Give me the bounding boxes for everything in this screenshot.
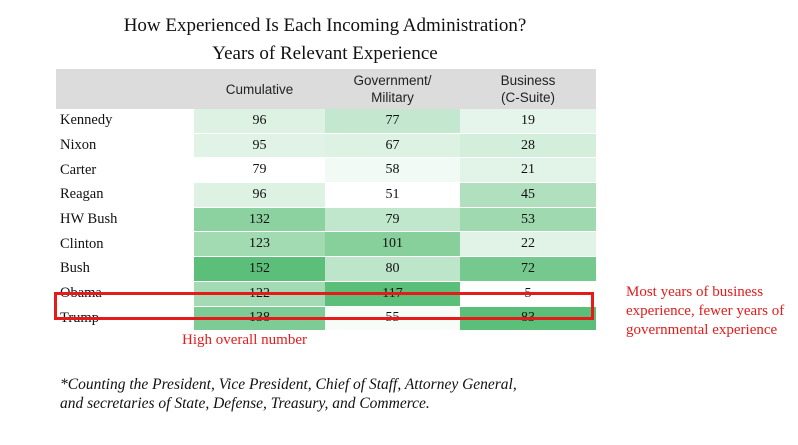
footnote: *Counting the President, Vice President,… — [60, 376, 580, 413]
business-cell: 53 — [460, 207, 596, 232]
government-cell: 58 — [325, 158, 460, 183]
table-row: Clinton 123 101 22 — [56, 232, 596, 258]
government-cell: 67 — [325, 133, 460, 158]
government-cell: 79 — [325, 207, 460, 232]
table-row: Carter 79 58 21 — [56, 158, 596, 184]
header-cumulative: Cumulative — [225, 81, 294, 97]
row-name: Reagan — [60, 186, 104, 203]
government-cell: 80 — [325, 257, 460, 281]
cumulative-cell: 79 — [194, 158, 325, 183]
cumulative-cell: 95 — [194, 133, 325, 158]
experience-table: Cumulative Government/Military Business(… — [56, 69, 596, 332]
annotation-high-overall: High overall number — [182, 332, 307, 348]
business-cell: 28 — [460, 133, 596, 158]
government-cell: 51 — [325, 183, 460, 207]
chart-title-line2: Years of Relevant Experience — [212, 43, 438, 64]
annotation-business-experience: Most years of business experience, fewer… — [626, 284, 785, 338]
table-row: Bush 152 80 72 — [56, 257, 596, 282]
government-cell: 77 — [325, 109, 460, 133]
business-cell: 45 — [460, 183, 596, 207]
trump-row-highlight — [54, 292, 594, 320]
government-cell: 101 — [325, 232, 460, 257]
header-government-military: Government/Military — [353, 73, 432, 105]
business-cell: 22 — [460, 232, 596, 257]
business-cell: 19 — [460, 109, 596, 133]
row-name: Carter — [60, 161, 97, 178]
table-row: HW Bush 132 79 53 — [56, 207, 596, 233]
footnote-line1: *Counting the President, Vice President,… — [60, 376, 517, 393]
chart-title-line1: How Experienced Is Each Incoming Adminis… — [123, 15, 527, 36]
table-row: Reagan 96 51 45 — [56, 183, 596, 208]
table-body: Kennedy 96 77 19 Nixon 95 67 28 Carter 79 58 21 Reag… — [56, 109, 596, 332]
row-name: Clinton — [60, 235, 104, 252]
cumulative-cell: 123 — [194, 232, 325, 257]
row-name: HW Bush — [60, 211, 118, 228]
cumulative-cell: 96 — [194, 109, 325, 133]
cumulative-cell: 152 — [194, 257, 325, 281]
footnote-line2: and secretaries of State, Defense, Treas… — [60, 394, 430, 412]
table-header-row: Cumulative Government/Military Business(… — [56, 69, 596, 109]
business-cell: 72 — [460, 257, 596, 281]
table-row: Nixon 95 67 28 — [56, 133, 596, 159]
cumulative-cell: 96 — [194, 183, 325, 207]
header-business-csuite: Business (C-Suite) — [500, 73, 556, 105]
row-name: Kennedy — [60, 112, 113, 129]
table-row: Kennedy 96 77 19 — [56, 109, 596, 134]
row-name: Nixon — [60, 137, 97, 154]
business-cell: 21 — [460, 158, 596, 183]
row-name: Bush — [60, 260, 90, 277]
cumulative-cell: 132 — [194, 207, 325, 232]
